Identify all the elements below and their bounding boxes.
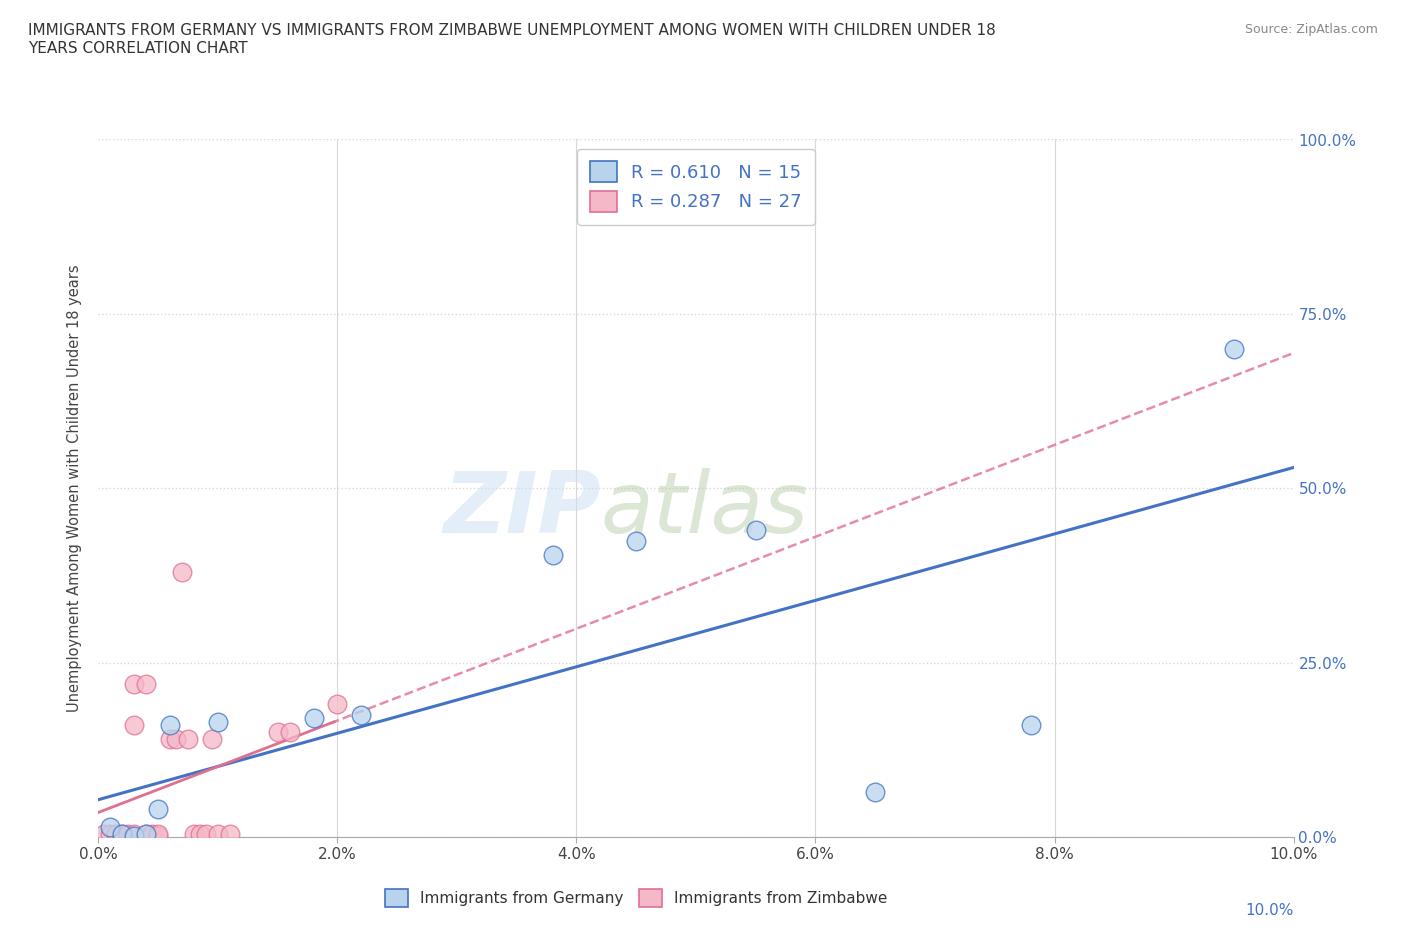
Point [207,826,229,841]
Point [350,708,373,723]
Point [195,826,218,841]
Point [626,533,648,548]
Point [745,523,768,538]
Point [159,718,181,733]
Point [124,829,146,844]
Point [124,718,146,733]
Point [124,676,146,691]
Point [111,826,134,841]
Point [100,826,122,841]
Point [141,826,163,841]
Point [159,732,181,747]
Point [177,732,200,747]
Point [93,826,115,841]
Text: Source: ZipAtlas.com: Source: ZipAtlas.com [1244,23,1378,36]
Legend: Immigrants from Germany, Immigrants from Zimbabwe: Immigrants from Germany, Immigrants from… [380,884,893,913]
Point [302,711,325,725]
Point [135,676,157,691]
Point [135,826,157,841]
Point [111,829,134,844]
Point [172,565,194,579]
Point [183,826,205,841]
Point [117,826,139,841]
Point [1222,341,1246,356]
Point [219,826,242,841]
Point [148,826,170,841]
Text: 10.0%: 10.0% [1246,903,1294,918]
Point [148,802,170,817]
Point [207,714,229,729]
Point [100,819,122,834]
Text: IMMIGRANTS FROM GERMANY VS IMMIGRANTS FROM ZIMBABWE UNEMPLOYMENT AMONG WOMEN WIT: IMMIGRANTS FROM GERMANY VS IMMIGRANTS FR… [28,23,995,56]
Y-axis label: Unemployment Among Women with Children Under 18 years: Unemployment Among Women with Children U… [67,264,83,712]
Point [278,725,301,740]
Point [135,826,157,841]
Text: ZIP: ZIP [443,468,600,551]
Point [267,725,290,740]
Point [148,829,170,844]
Point [326,698,349,712]
Point [201,732,224,747]
Point [165,732,187,747]
Point [541,547,564,562]
Point [863,784,887,799]
Point [105,826,128,841]
Point [188,826,211,841]
Point [111,826,134,841]
Text: atlas: atlas [600,468,808,551]
Point [124,826,146,841]
Point [1019,718,1042,733]
